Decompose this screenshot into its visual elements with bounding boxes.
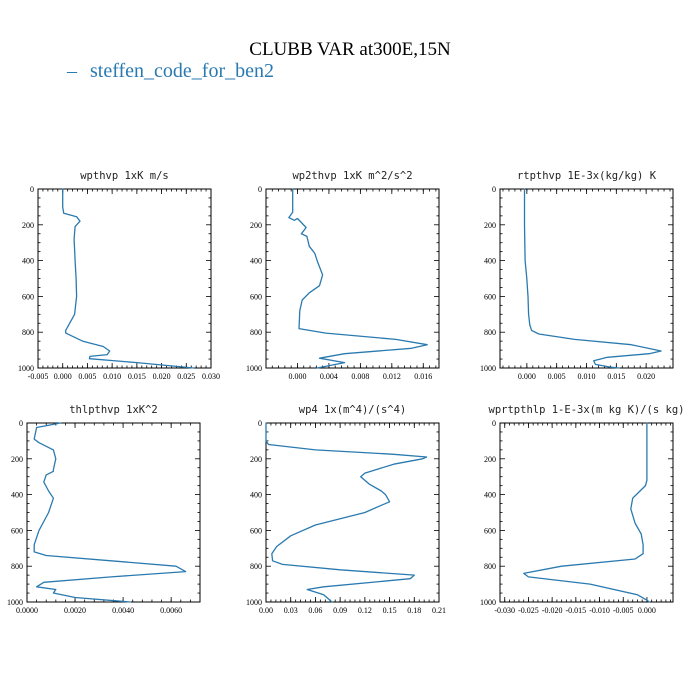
y-tick-label: 400 bbox=[250, 491, 262, 500]
series-line bbox=[265, 422, 428, 603]
x-tick-label: -0.015 bbox=[565, 606, 586, 615]
x-tick-label: 0.004 bbox=[320, 372, 338, 381]
x-tick-label: 0.000 bbox=[518, 372, 536, 381]
x-tick-label: 0.030 bbox=[202, 372, 220, 381]
x-tick-label: 0.008 bbox=[351, 372, 369, 381]
x-tick-label: 0.015 bbox=[607, 372, 625, 381]
x-tick-label: 0.15 bbox=[383, 606, 397, 615]
x-tick-label: 0.03 bbox=[284, 606, 298, 615]
y-tick-label: 0 bbox=[492, 185, 496, 194]
y-tick-label: 800 bbox=[22, 328, 34, 337]
y-tick-label: 600 bbox=[250, 526, 262, 535]
x-tick-label: 0.000 bbox=[54, 372, 72, 381]
y-tick-label: 600 bbox=[250, 292, 262, 301]
y-tick-label: 400 bbox=[11, 491, 23, 500]
y-tick-label: 200 bbox=[250, 221, 262, 230]
y-tick-label: 400 bbox=[484, 257, 496, 266]
y-tick-label: 600 bbox=[22, 292, 34, 301]
x-tick-label: 0.020 bbox=[637, 372, 655, 381]
x-tick-label: 0.012 bbox=[383, 372, 401, 381]
y-tick-label: 200 bbox=[484, 455, 496, 464]
y-tick-label: 200 bbox=[250, 455, 262, 464]
y-tick-label: 800 bbox=[484, 562, 496, 571]
x-tick-label: 0.000 bbox=[288, 372, 306, 381]
x-tick-label: 0.025 bbox=[177, 372, 195, 381]
x-tick-label: 0.020 bbox=[153, 372, 171, 381]
y-tick-label: 1000 bbox=[480, 364, 496, 373]
y-tick-label: 400 bbox=[484, 491, 496, 500]
panel-3: rtpthvp 1E-3x(kg/kg) K 0 200 400 600 800 1000 0… bbox=[480, 170, 674, 381]
x-tick-label: 0.0000 bbox=[16, 606, 38, 615]
x-tick-label: -0.025 bbox=[518, 606, 539, 615]
panel-6: wprtpthlp 1-E-3x(m kg K)/(s kg) 0 200 400 60… bbox=[480, 404, 684, 615]
y-tick-label: 400 bbox=[250, 257, 262, 266]
x-tick-label: 0.010 bbox=[103, 372, 121, 381]
x-tick-label: 0.12 bbox=[358, 606, 372, 615]
x-tick-label: 0.0040 bbox=[112, 606, 134, 615]
x-tick-label: 0.00 bbox=[259, 606, 273, 615]
y-tick-label: 600 bbox=[11, 526, 23, 535]
y-tick-label: 1000 bbox=[7, 598, 23, 607]
series-line bbox=[33, 422, 187, 603]
panel-2: wp2thvp 1xK m^2/s^2 0 200 400 600 800 1000 0.00… bbox=[246, 170, 440, 381]
plot-frame bbox=[265, 188, 440, 369]
y-tick-label: 800 bbox=[11, 562, 23, 571]
x-tick-label: 0.005 bbox=[548, 372, 566, 381]
panel-title: wp4 1x(m^4)/(s^4) bbox=[299, 404, 406, 416]
legend-entry-label: steffen_code_for_ben2 bbox=[90, 60, 274, 82]
y-tick-label: 200 bbox=[22, 221, 34, 230]
legend: – steffen_code_for_ben2 bbox=[66, 60, 274, 82]
panel-title: wpthvp 1xK m/s bbox=[80, 170, 169, 182]
y-tick-label: 0 bbox=[30, 185, 34, 194]
x-tick-label: 0.06 bbox=[308, 606, 322, 615]
y-tick-label: 800 bbox=[250, 562, 262, 571]
y-tick-label: 200 bbox=[484, 221, 496, 230]
x-tick-label: 0.21 bbox=[432, 606, 446, 615]
panel-title: rtpthvp 1E-3x(kg/kg) K bbox=[517, 170, 657, 182]
x-tick-label: -0.010 bbox=[589, 606, 610, 615]
series-line bbox=[288, 188, 428, 369]
x-tick-label: -0.005 bbox=[613, 606, 634, 615]
panel-title: thlpthvp 1xK^2 bbox=[69, 404, 158, 416]
y-tick-label: 200 bbox=[11, 455, 23, 464]
y-tick-label: 1000 bbox=[246, 364, 262, 373]
x-tick-label: 0.015 bbox=[128, 372, 146, 381]
panel-title: wp2thvp 1xK m^2/s^2 bbox=[292, 170, 412, 182]
x-tick-label: 0.09 bbox=[333, 606, 347, 615]
x-tick-label: 0.016 bbox=[414, 372, 432, 381]
y-tick-label: 1000 bbox=[480, 598, 496, 607]
x-tick-label: -0.020 bbox=[542, 606, 563, 615]
plot-frame bbox=[37, 188, 212, 369]
panel-title: wprtpthlp 1-E-3x(m kg K)/(s kg) bbox=[489, 404, 685, 416]
y-tick-label: 400 bbox=[22, 257, 34, 266]
y-tick-label: 600 bbox=[484, 292, 496, 301]
x-tick-label: 0.0060 bbox=[160, 606, 182, 615]
x-tick-label: 0.000 bbox=[638, 606, 656, 615]
x-tick-label: -0.030 bbox=[494, 606, 515, 615]
series-line bbox=[523, 188, 662, 369]
panel-1: wpthvp 1xK m/s 0 200 400 600 800 1000-0.005 0.0… bbox=[18, 170, 220, 381]
figure-title: CLUBB VAR at300E,15N bbox=[249, 39, 451, 60]
y-tick-label: 0 bbox=[19, 419, 23, 428]
y-tick-label: 0 bbox=[258, 419, 262, 428]
y-tick-label: 800 bbox=[250, 328, 262, 337]
legend-marker: – bbox=[66, 60, 78, 82]
x-tick-label: -0.005 bbox=[28, 372, 49, 381]
y-tick-label: 0 bbox=[258, 185, 262, 194]
y-tick-label: 1000 bbox=[246, 598, 262, 607]
x-tick-label: 0.005 bbox=[78, 372, 96, 381]
series-line bbox=[62, 188, 195, 369]
y-tick-label: 0 bbox=[492, 419, 496, 428]
y-tick-label: 1000 bbox=[18, 364, 34, 373]
x-tick-label: 0.18 bbox=[407, 606, 421, 615]
series-line bbox=[523, 422, 650, 603]
y-tick-label: 600 bbox=[484, 526, 496, 535]
y-tick-label: 800 bbox=[484, 328, 496, 337]
x-tick-label: 0.0020 bbox=[64, 606, 86, 615]
x-tick-label: 0.010 bbox=[578, 372, 596, 381]
